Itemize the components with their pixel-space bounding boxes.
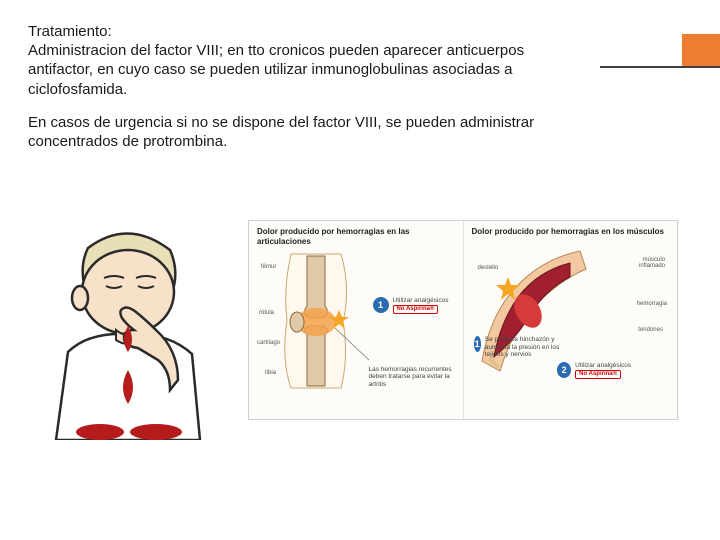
joint-note2: Las hemorragias recurrentes deben tratar… bbox=[369, 366, 453, 388]
lbl-tendones: tendones bbox=[638, 327, 663, 333]
figure-nosebleed bbox=[28, 220, 228, 440]
lbl-rotula: rótula bbox=[259, 310, 274, 316]
badge-1-icon: 1 bbox=[373, 297, 389, 313]
nosebleed-svg bbox=[28, 220, 228, 440]
lbl-cartilago: cartílago bbox=[257, 340, 280, 346]
panel-muscle-body: destello músculo inflamado hemorragia te… bbox=[472, 241, 670, 381]
panel-joint-body: fémur rótula cartílago tibia 1 Utilizar … bbox=[257, 250, 455, 390]
lbl-hemorragia: hemorragia bbox=[637, 301, 667, 307]
lbl-destello: destello bbox=[478, 265, 499, 271]
joint-note1: 1 Utilizar analgésicos No Aspirina® bbox=[373, 294, 453, 313]
panel-joint-title: Dolor producido por hemorragias en las a… bbox=[257, 227, 455, 246]
joint-note1-text: Utilizar analgésicos bbox=[393, 297, 449, 304]
accent-block bbox=[682, 34, 720, 66]
no-aspirin-badge-2: No Aspirina® bbox=[575, 370, 621, 379]
figure-hemorrhage-panels: Dolor producido por hemorragias en las a… bbox=[248, 220, 678, 420]
lbl-femur: fémur bbox=[261, 264, 276, 270]
p1-line2: Administracion del factor VIII; en tto c… bbox=[28, 42, 524, 97]
figures-row: Dolor producido por hemorragias en las a… bbox=[28, 220, 678, 440]
no-aspirin-badge: No Aspirina® bbox=[393, 305, 439, 314]
badge-1b-icon: 1 bbox=[474, 336, 481, 352]
muscle-note2-text: Utilizar analgésicos bbox=[575, 362, 631, 369]
p1-line1: Tratamiento: bbox=[28, 23, 112, 40]
paragraph-2: En casos de urgencia si no se dispone de… bbox=[28, 113, 588, 151]
accent-line bbox=[600, 66, 720, 68]
muscle-note1: 1 Se produce hinchazón y aumenta la pres… bbox=[474, 333, 574, 358]
badge-2-icon: 2 bbox=[557, 362, 571, 378]
panel-muscle-title: Dolor producido por hemorragias en los m… bbox=[472, 227, 670, 237]
muscle-note1-text: Se produce hinchazón y aumenta la presió… bbox=[485, 336, 574, 358]
panel-joint: Dolor producido por hemorragias en las a… bbox=[249, 221, 464, 419]
body-text: Tratamiento: Administracion del factor V… bbox=[28, 22, 588, 165]
muscle-note2: 2 Utilizar analgésicos No Aspirina® bbox=[557, 359, 667, 378]
joint-svg bbox=[257, 250, 377, 390]
lbl-musculo: músculo inflamado bbox=[615, 257, 665, 269]
slide: Tratamiento: Administracion del factor V… bbox=[0, 0, 720, 540]
lbl-tibia: tibia bbox=[265, 370, 276, 376]
panel-muscle: Dolor producido por hemorragias en los m… bbox=[464, 221, 678, 419]
paragraph-1: Tratamiento: Administracion del factor V… bbox=[28, 22, 588, 99]
